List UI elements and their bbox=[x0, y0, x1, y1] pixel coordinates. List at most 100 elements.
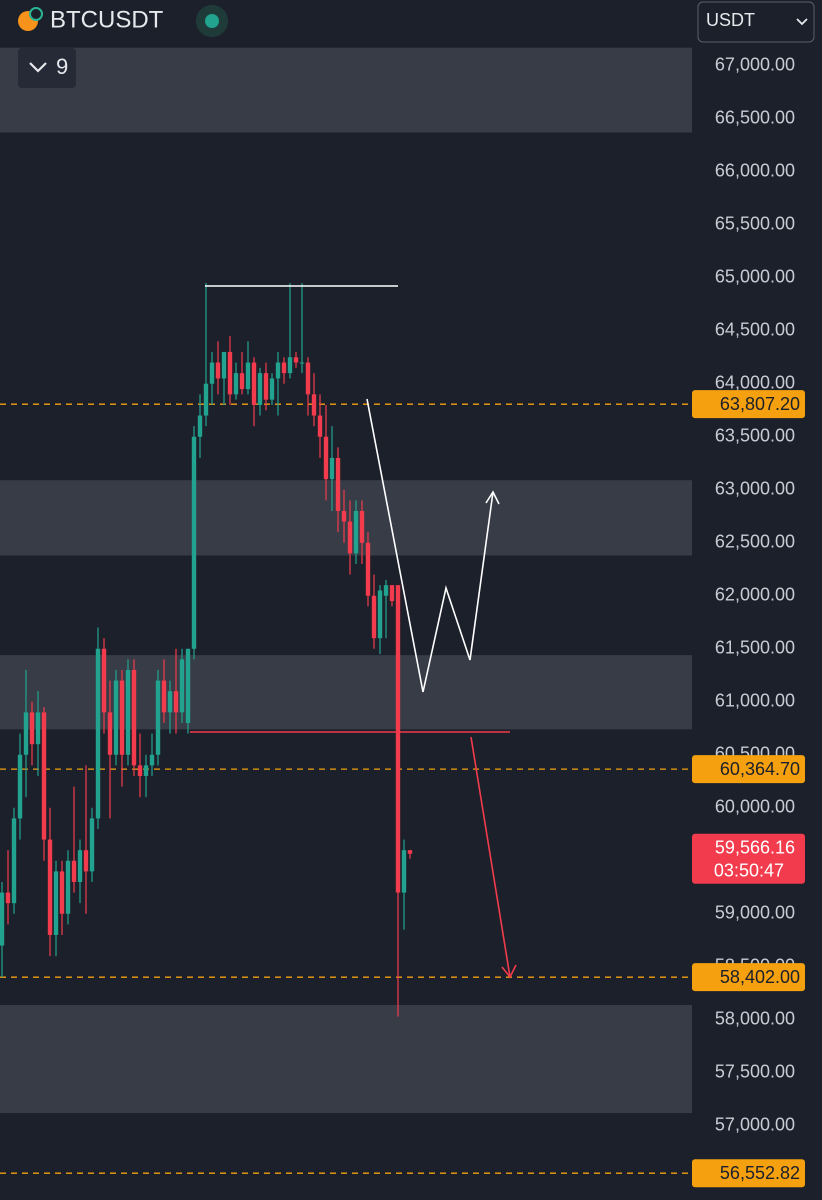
y-tick-label: 64,500.00 bbox=[715, 319, 795, 339]
candle-body bbox=[251, 362, 257, 405]
level-tag bbox=[692, 963, 805, 992]
candle-body bbox=[371, 595, 377, 639]
y-tick-label: 66,000.00 bbox=[715, 160, 795, 180]
candle-body bbox=[71, 860, 77, 882]
y-tick-label: 57,000.00 bbox=[715, 1115, 795, 1135]
y-tick-label: 62,000.00 bbox=[715, 585, 795, 605]
candle-body bbox=[389, 585, 395, 602]
annotation-arrowhead bbox=[485, 490, 500, 505]
candle-body bbox=[83, 850, 89, 872]
annotations bbox=[190, 285, 517, 979]
y-tick-label: 67,000.00 bbox=[715, 54, 795, 74]
y-tick-label: 60,000.00 bbox=[715, 797, 795, 817]
candle-body bbox=[155, 680, 161, 755]
candle-body bbox=[287, 357, 293, 374]
level-tag bbox=[692, 755, 805, 784]
y-tick-label: 57,500.00 bbox=[715, 1062, 795, 1082]
candle-body bbox=[227, 351, 233, 395]
candle-body bbox=[365, 542, 371, 596]
candle-body bbox=[95, 648, 101, 819]
candle-body bbox=[215, 362, 221, 379]
zone bbox=[0, 1004, 692, 1114]
y-tick-label: 64,000.00 bbox=[715, 372, 795, 392]
y-tick-label: 66,500.00 bbox=[715, 107, 795, 127]
candle-body bbox=[335, 457, 341, 511]
level-label: 56,552.82 bbox=[720, 1163, 800, 1183]
currency-select[interactable] bbox=[697, 1, 815, 43]
candle-body bbox=[233, 373, 239, 395]
candle-body bbox=[275, 362, 281, 379]
candle-body bbox=[113, 680, 119, 755]
candle-body bbox=[131, 669, 137, 766]
candle-body bbox=[41, 712, 47, 840]
y-tick-label: 63,000.00 bbox=[715, 479, 795, 499]
candle-body bbox=[323, 436, 329, 480]
candle-body bbox=[293, 357, 299, 363]
candle-body bbox=[125, 669, 131, 755]
candle-body bbox=[341, 510, 347, 522]
candle-body bbox=[209, 362, 215, 384]
candle-body bbox=[119, 680, 125, 755]
candle-body bbox=[185, 648, 191, 723]
candle-body bbox=[239, 373, 245, 390]
candle-body bbox=[77, 850, 83, 882]
y-tick-label: 61,000.00 bbox=[715, 691, 795, 711]
annotation-arrowhead bbox=[501, 964, 517, 979]
levels bbox=[0, 403, 692, 1174]
candle-body bbox=[173, 691, 179, 713]
level-label: 58,402.00 bbox=[720, 967, 800, 987]
annotation-zigzag bbox=[366, 398, 494, 693]
candle-body bbox=[281, 362, 287, 374]
y-tick-label: 59,000.00 bbox=[715, 903, 795, 923]
countdown: 03:50:47 bbox=[714, 861, 784, 881]
candle-body bbox=[257, 373, 263, 405]
price-tags: 63,807.20 60,364.70 58,402.00 56,552.82 59,5… bbox=[692, 390, 805, 1188]
candle-body bbox=[137, 765, 143, 776]
y-tick-label: 65,500.00 bbox=[715, 213, 795, 233]
level-tag bbox=[692, 390, 805, 419]
chevron-icon bbox=[29, 62, 47, 73]
last-price-tag bbox=[692, 833, 805, 884]
candle-body bbox=[35, 712, 41, 745]
indicator-toggle[interactable] bbox=[18, 48, 76, 88]
level-label: 60,364.70 bbox=[720, 759, 800, 779]
candle-body bbox=[23, 712, 29, 755]
y-tick-label: 58,000.00 bbox=[715, 1009, 795, 1029]
candle-body bbox=[221, 351, 227, 379]
candle-body bbox=[149, 754, 155, 766]
candle-body bbox=[407, 850, 413, 854]
y-tick-label: 61,500.00 bbox=[715, 638, 795, 658]
candle-body bbox=[89, 818, 95, 872]
candle-body bbox=[311, 394, 317, 416]
candle-body bbox=[161, 680, 167, 713]
candle-body bbox=[0, 892, 5, 946]
candle-body bbox=[59, 871, 65, 914]
candle-body bbox=[143, 765, 149, 776]
candle-body bbox=[395, 585, 401, 893]
candle-body bbox=[245, 362, 251, 390]
candle-body bbox=[263, 373, 269, 400]
candle-body bbox=[47, 839, 53, 935]
candle-body bbox=[17, 754, 23, 819]
indicator-count: 9 bbox=[56, 54, 68, 79]
candle-body bbox=[383, 585, 389, 596]
candle-body bbox=[191, 436, 197, 649]
candle-body bbox=[53, 871, 59, 935]
candle-body bbox=[305, 362, 311, 395]
candle-body bbox=[203, 383, 209, 416]
candle-body bbox=[347, 521, 353, 554]
level-tag bbox=[692, 1159, 805, 1188]
candles bbox=[0, 283, 413, 1017]
candle-body bbox=[299, 362, 305, 364]
candle-body bbox=[401, 850, 407, 893]
candle-body bbox=[317, 415, 323, 437]
status-icon bbox=[29, 7, 43, 21]
symbol[interactable]: BTCUSDT bbox=[50, 6, 164, 33]
y-tick-label: 62,500.00 bbox=[715, 532, 795, 552]
candle-body bbox=[377, 590, 383, 639]
candle-body bbox=[359, 510, 365, 543]
candle-body bbox=[65, 860, 71, 914]
